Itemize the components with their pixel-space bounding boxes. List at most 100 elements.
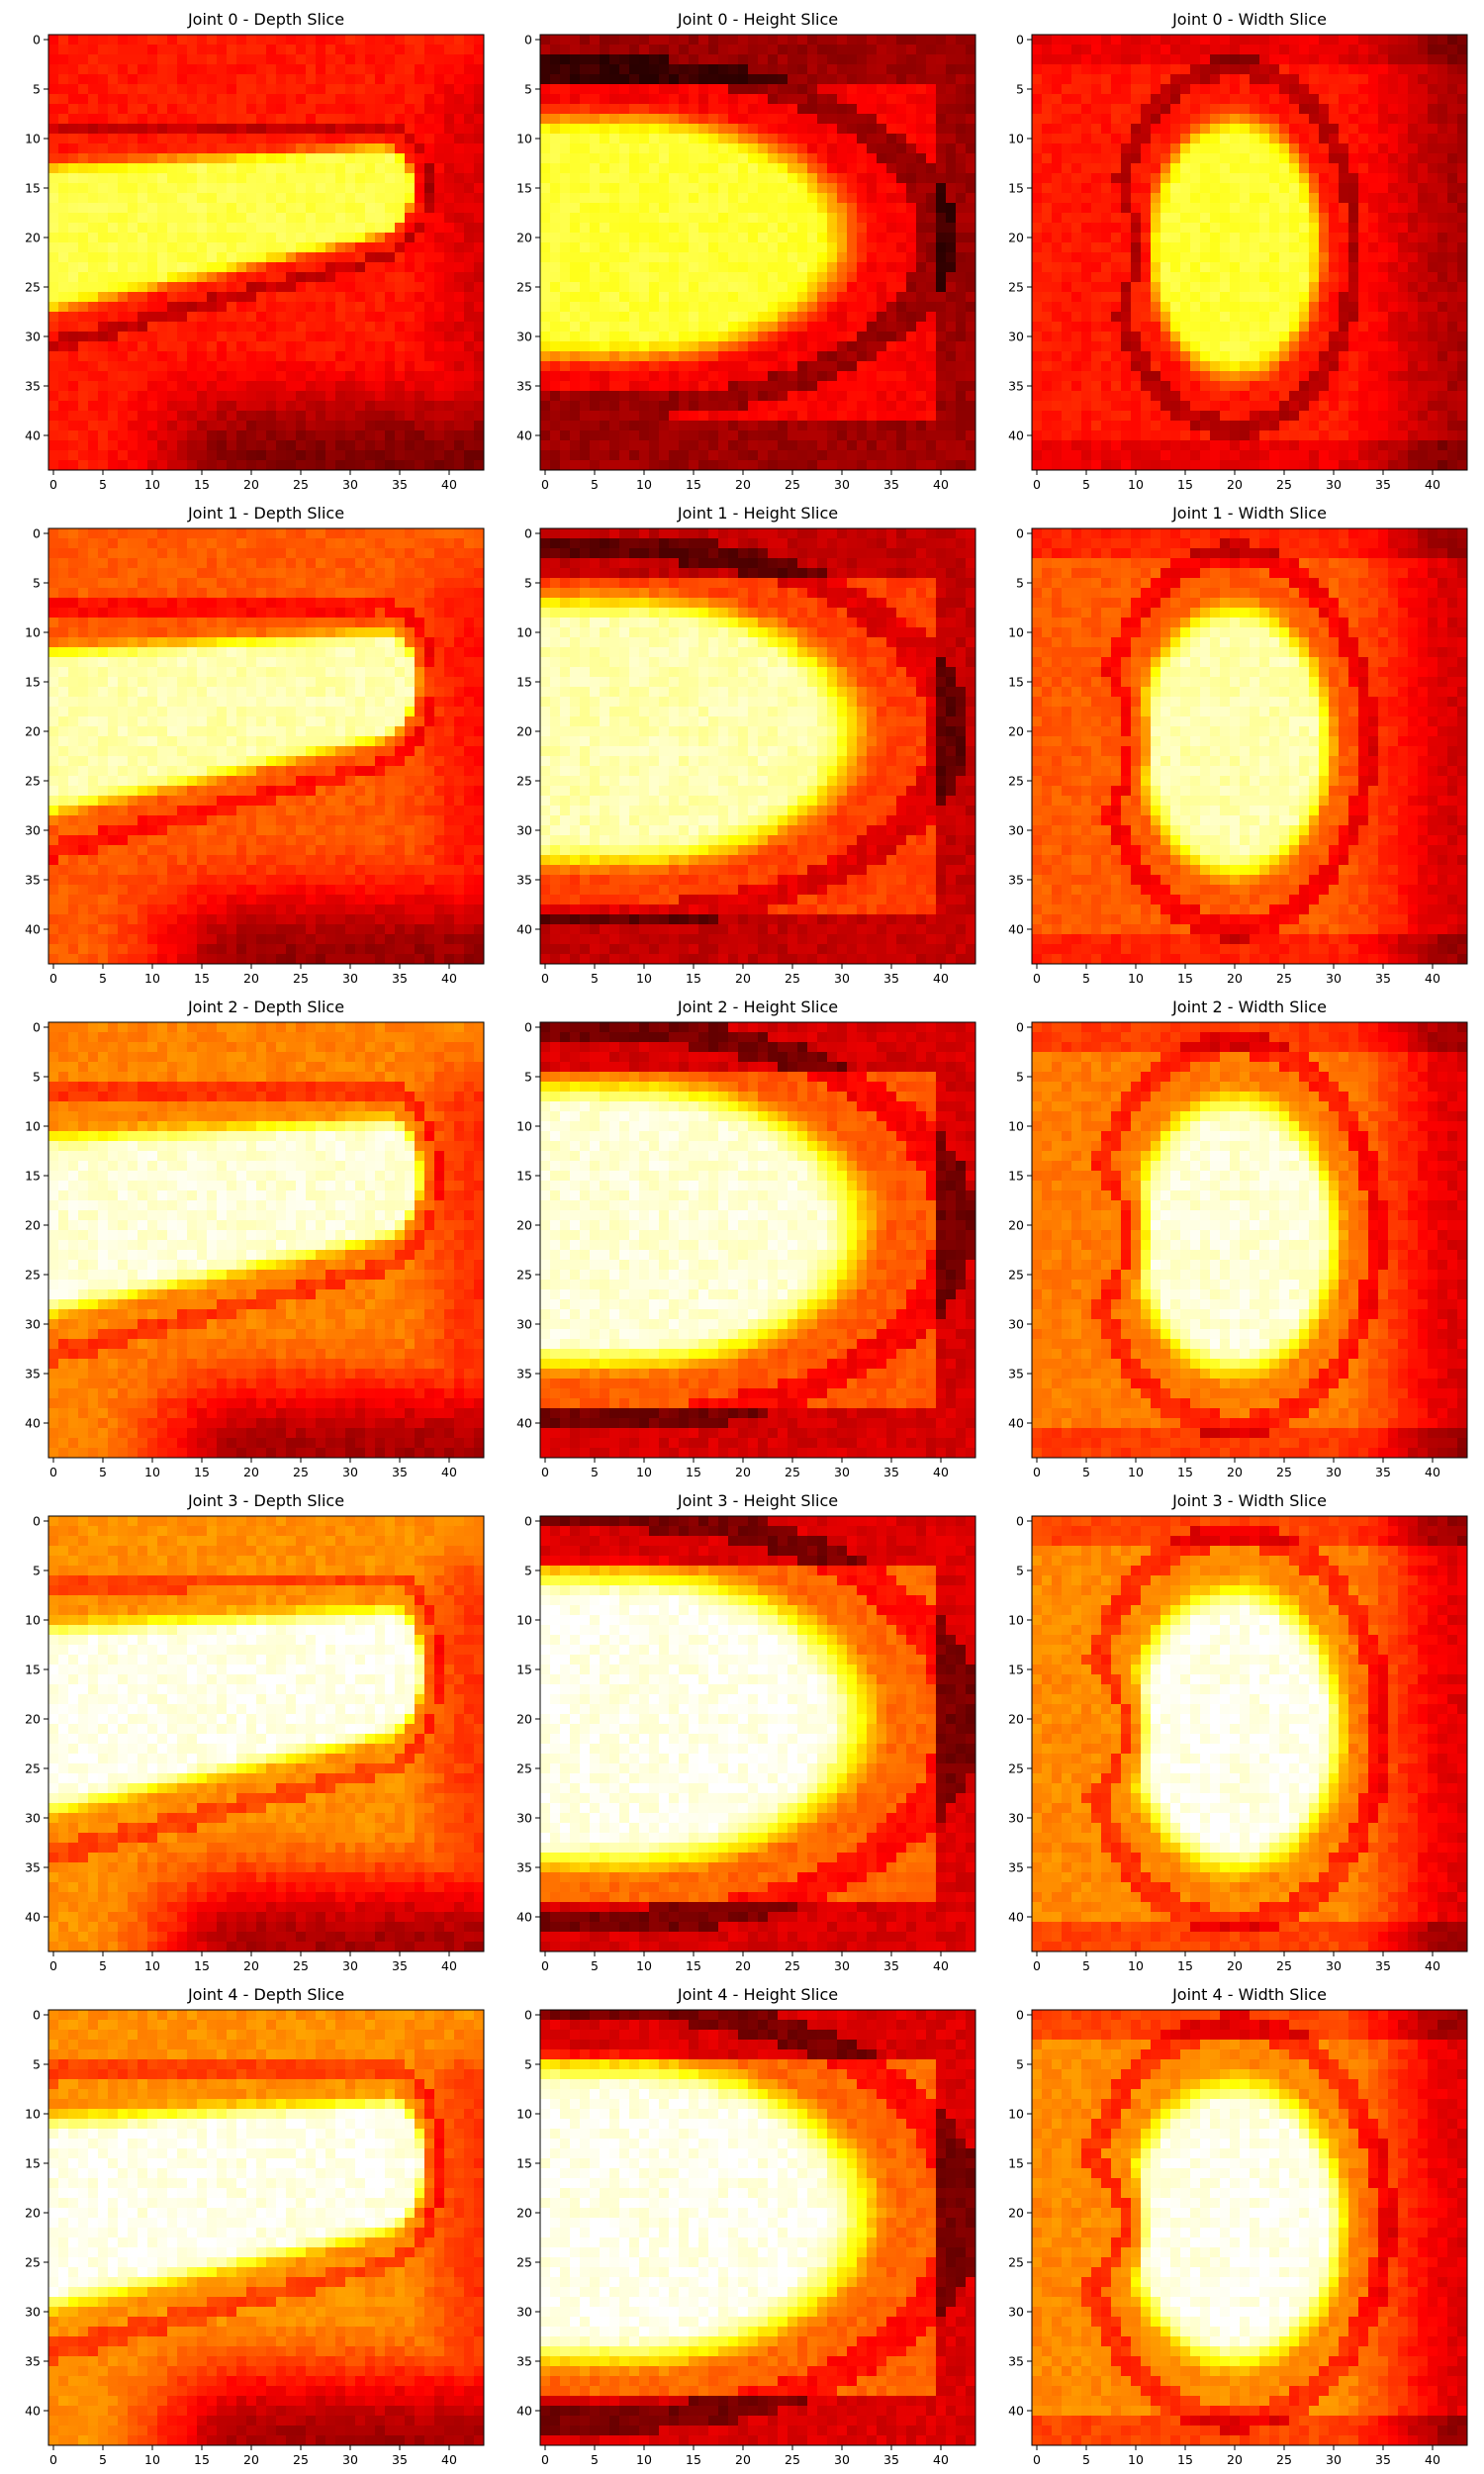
- heatmap-cell: [296, 114, 307, 125]
- heatmap-cell: [246, 143, 257, 154]
- heatmap-cell: [316, 242, 326, 253]
- heatmap-cell: [424, 94, 435, 105]
- heatmap-cell: [355, 104, 366, 115]
- heatmap-cell: [88, 54, 99, 65]
- heatmap-cell: [108, 252, 119, 263]
- heatmap-cell: [108, 104, 119, 115]
- heatmap-cell: [187, 64, 198, 75]
- heatmap-cell: [78, 193, 89, 204]
- heatmap-cell: [306, 262, 317, 273]
- heatmap-cell: [58, 292, 69, 303]
- heatmap-cell: [157, 223, 168, 234]
- heatmap-cell: [236, 292, 247, 303]
- heatmap-cell: [68, 163, 79, 174]
- heatmap-cell: [296, 262, 307, 273]
- heatmap-cell: [197, 193, 208, 204]
- heatmap-cell: [385, 183, 396, 194]
- heatmap-cell: [236, 193, 247, 204]
- heatmap-cell: [405, 153, 416, 164]
- heatmap-cell: [256, 282, 267, 293]
- heatmap-cell: [167, 84, 178, 95]
- heatmap-cell: [207, 193, 218, 204]
- heatmap-cell: [385, 153, 396, 164]
- heatmap-cell: [177, 183, 188, 194]
- heatmap-cell: [454, 272, 465, 283]
- heatmap-cell: [424, 54, 435, 65]
- heatmap-cell: [48, 292, 59, 303]
- heatmap-cell: [464, 134, 475, 144]
- heatmap-cell: [207, 173, 218, 184]
- heatmap-cell: [365, 114, 376, 125]
- heatmap-cell: [474, 163, 485, 174]
- heatmap-cell: [345, 242, 356, 253]
- panel-title: Joint 0 - Depth Slice: [187, 10, 344, 29]
- heatmap-cell: [78, 143, 89, 154]
- heatmap-cell: [236, 173, 247, 184]
- heatmap-cell: [217, 163, 228, 174]
- heatmap-cell: [434, 252, 445, 263]
- heatmap-cell: [138, 163, 148, 174]
- heatmap-cell: [325, 84, 336, 95]
- heatmap-cell: [128, 134, 139, 144]
- heatmap-cell: [296, 35, 307, 46]
- heatmap-cell: [424, 213, 435, 224]
- heatmap-cell: [276, 54, 287, 65]
- heatmap-cell: [207, 242, 218, 253]
- heatmap-cell: [276, 233, 287, 243]
- heatmap-cell: [375, 153, 386, 164]
- heatmap-cell: [335, 213, 346, 224]
- heatmap-cell: [365, 173, 376, 184]
- heatmap-cell: [335, 153, 346, 164]
- heatmap-cell: [454, 74, 465, 85]
- heatmap-cell: [197, 203, 208, 214]
- heatmap-cell: [325, 223, 336, 234]
- heatmap-cell: [424, 104, 435, 115]
- heatmap-cell: [98, 262, 109, 273]
- heatmap-cell: [217, 134, 228, 144]
- heatmap-cell: [415, 163, 425, 174]
- heatmap-cell: [157, 143, 168, 154]
- heatmap-cell: [68, 272, 79, 283]
- heatmap-cell: [157, 45, 168, 55]
- heatmap-cell: [424, 45, 435, 55]
- heatmap-cell: [405, 282, 416, 293]
- heatmap-cell: [68, 35, 79, 46]
- heatmap-cell: [58, 124, 69, 135]
- heatmap-cell: [424, 84, 435, 95]
- heatmap-cell: [325, 143, 336, 154]
- heatmap-cell: [444, 272, 455, 283]
- heatmap-cell: [167, 153, 178, 164]
- heatmap-cell: [108, 292, 119, 303]
- heatmap-cell: [286, 292, 297, 303]
- heatmap-cell: [345, 223, 356, 234]
- heatmap-cell: [296, 213, 307, 224]
- heatmap-cell: [236, 242, 247, 253]
- heatmap-cell: [118, 35, 129, 46]
- heatmap-cell: [415, 35, 425, 46]
- heatmap-cell: [335, 252, 346, 263]
- heatmap-cell: [227, 163, 237, 174]
- heatmap-cell: [177, 213, 188, 224]
- heatmap-cell: [405, 193, 416, 204]
- heatmap-cell: [286, 114, 297, 125]
- heatmap-cell: [236, 124, 247, 135]
- heatmap-cell: [187, 292, 198, 303]
- heatmap-cell: [78, 173, 89, 184]
- heatmap-cell: [316, 193, 326, 204]
- heatmap-cell: [444, 124, 455, 135]
- heatmap-cell: [128, 213, 139, 224]
- heatmap-cell: [395, 193, 406, 204]
- heatmap-cell: [108, 64, 119, 75]
- heatmap-cell: [98, 223, 109, 234]
- heatmap-cell: [365, 124, 376, 135]
- heatmap-cell: [405, 134, 416, 144]
- heatmap-cell: [345, 183, 356, 194]
- heatmap-cell: [296, 74, 307, 85]
- heatmap-cell: [286, 35, 297, 46]
- heatmap-cell: [177, 223, 188, 234]
- heatmap-cell: [58, 54, 69, 65]
- heatmap-cell: [256, 104, 267, 115]
- heatmap-cell: [424, 74, 435, 85]
- heatmap-cell: [246, 173, 257, 184]
- heatmap-cell: [345, 173, 356, 184]
